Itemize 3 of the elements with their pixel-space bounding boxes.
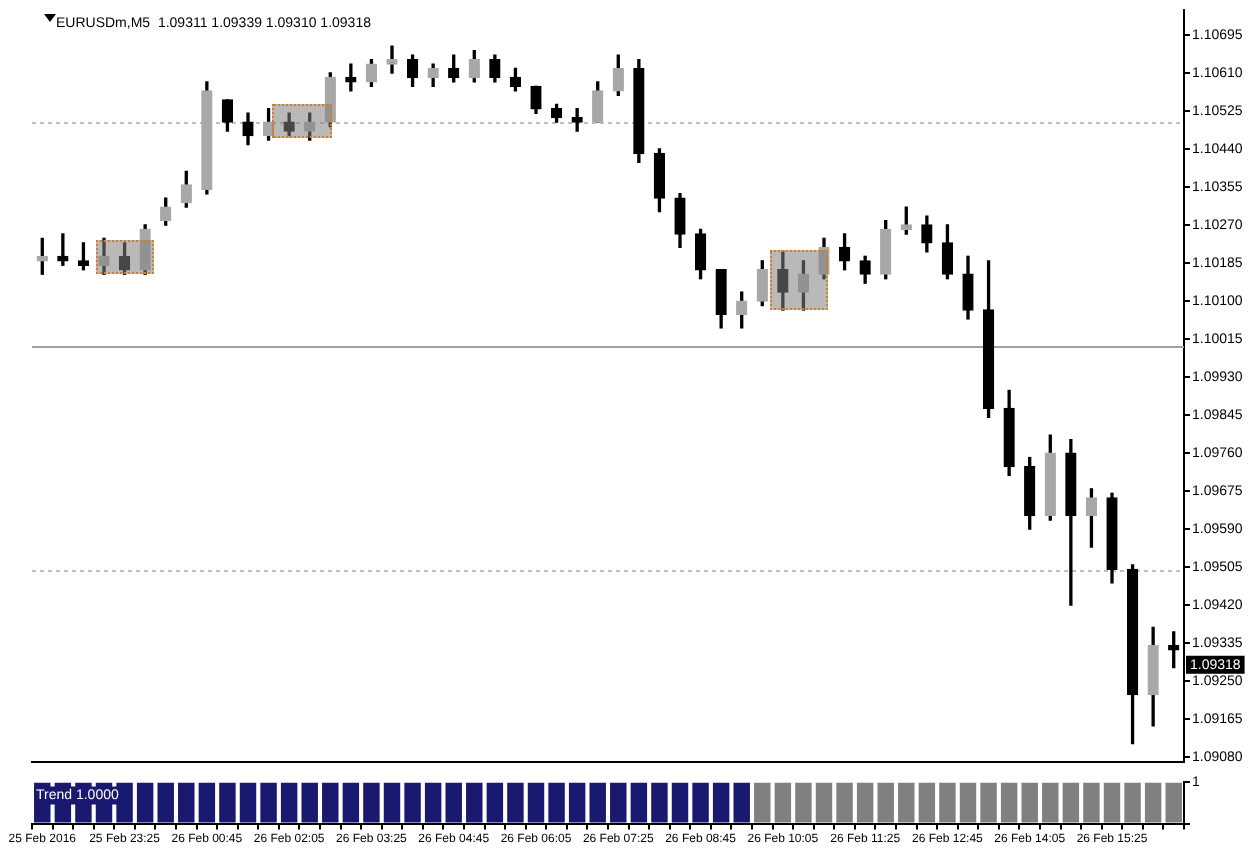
candlestick (345, 63, 357, 92)
candlestick (571, 108, 583, 132)
candlestick (386, 45, 398, 74)
